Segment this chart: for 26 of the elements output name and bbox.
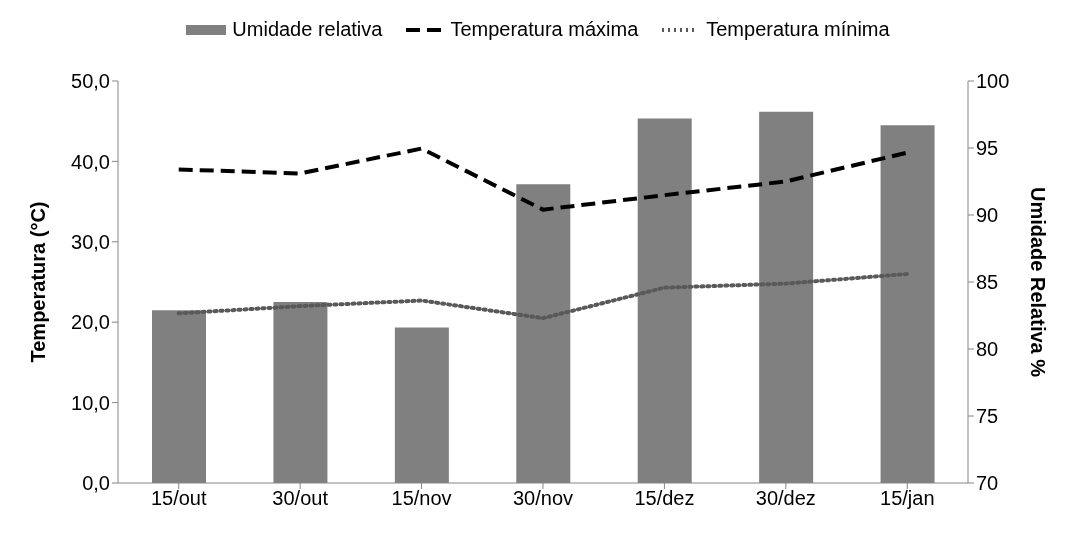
y-axis-title: Temperatura (°C): [27, 201, 50, 363]
line-series: [176, 271, 910, 321]
y-tick-label: 20,0: [71, 311, 110, 334]
y2-tick-label: 85: [976, 271, 999, 294]
x-tick-label: 30/dez: [755, 487, 816, 510]
y-tick-label: 30,0: [71, 230, 110, 253]
x-tick-label: 30/nov: [512, 487, 574, 510]
x-tick-label: 15/dez: [634, 487, 695, 510]
legend-label: Umidade relativa: [231, 18, 383, 41]
y-tick-label: 0,0: [82, 472, 110, 495]
x-tick-label: 15/out: [150, 487, 207, 510]
y2-tick-label: 95: [976, 137, 999, 160]
y2-tick-label: 80: [976, 338, 999, 361]
y2-tick-label: 100: [976, 70, 1010, 93]
y2-tick-label: 70: [976, 472, 999, 495]
y-tick-label: 50,0: [71, 70, 110, 93]
y2-axis-title: Umidade Relativa %: [1026, 186, 1049, 378]
x-tick-label: 15/nov: [391, 487, 452, 510]
y-tick-label: 10,0: [71, 391, 110, 414]
x-tick-label: 15/jan: [880, 487, 935, 510]
y2-tick-label: 75: [976, 405, 999, 428]
y2-tick-label: 90: [976, 204, 999, 227]
x-tick-label: 30/out: [272, 487, 329, 510]
legend-label: Temperatura máxima: [449, 18, 639, 41]
legend-label: Temperatura mínima: [705, 18, 890, 41]
y-tick-label: 40,0: [71, 150, 110, 173]
